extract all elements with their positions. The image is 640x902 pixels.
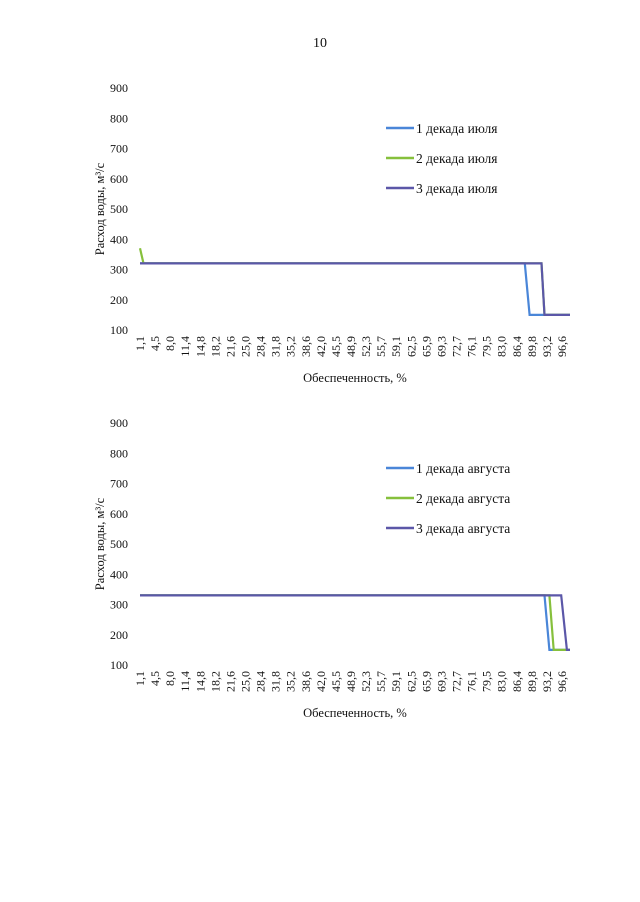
- y-tick-label: 400: [110, 567, 128, 581]
- series-line-1: [140, 594, 570, 651]
- y-tick-label: 600: [110, 172, 128, 186]
- y-tick-label: 200: [110, 628, 128, 642]
- x-tick-label: 38,6: [299, 336, 313, 357]
- x-tick-label: 59,1: [389, 671, 403, 692]
- x-tick-label: 55,7: [374, 671, 388, 692]
- x-tick-label: 31,8: [269, 671, 283, 692]
- x-tick-label: 28,4: [254, 671, 268, 692]
- x-tick-label: 96,6: [555, 671, 569, 692]
- x-tick-label: 72,7: [450, 671, 464, 692]
- x-tick-label: 4,5: [148, 336, 162, 351]
- y-tick-label: 300: [110, 598, 128, 612]
- x-tick-label: 69,3: [434, 671, 448, 692]
- x-tick-label: 42,0: [314, 671, 328, 692]
- x-tick-label: 69,3: [434, 336, 448, 357]
- x-tick-label: 35,2: [284, 671, 298, 692]
- x-tick-label: 42,0: [314, 336, 328, 357]
- y-tick-label: 200: [110, 293, 128, 307]
- x-tick-label: 45,5: [329, 671, 343, 692]
- x-tick-label: 83,0: [495, 336, 509, 357]
- x-tick-label: 25,0: [239, 336, 253, 357]
- series-line-3: [140, 594, 570, 651]
- legend-label-3: 3 декада августа: [416, 521, 510, 536]
- legend-label-1: 1 декада августа: [416, 461, 510, 476]
- y-tick-label: 300: [110, 263, 128, 277]
- y-tick-label: 600: [110, 507, 128, 521]
- legend-label-1: 1 декада июля: [416, 121, 498, 136]
- x-tick-label: 83,0: [495, 671, 509, 692]
- x-tick-label: 79,5: [480, 671, 494, 692]
- x-tick-label: 25,0: [239, 671, 253, 692]
- x-tick-label: 31,8: [269, 336, 283, 357]
- y-tick-label: 700: [110, 142, 128, 156]
- x-tick-label: 76,1: [465, 336, 479, 357]
- series-line-2: [140, 594, 570, 651]
- x-tick-label: 79,5: [480, 336, 494, 357]
- x-tick-label: 52,3: [359, 671, 373, 692]
- x-axis-title: Обеспеченность, %: [303, 706, 407, 720]
- x-tick-label: 45,5: [329, 336, 343, 357]
- y-axis-title: Расход воды, м³/с: [93, 162, 107, 255]
- legend-label-2: 2 декада августа: [416, 491, 510, 506]
- x-tick-label: 48,9: [344, 336, 358, 357]
- x-tick-label: 14,8: [193, 336, 207, 357]
- y-tick-label: 900: [110, 416, 128, 430]
- x-tick-label: 89,8: [525, 671, 539, 692]
- x-tick-label: 18,2: [208, 336, 222, 357]
- x-tick-label: 65,9: [419, 671, 433, 692]
- x-tick-label: 4,5: [148, 671, 162, 686]
- x-tick-label: 86,4: [510, 336, 524, 357]
- x-tick-label: 8,0: [163, 671, 177, 686]
- x-tick-label: 18,2: [208, 671, 222, 692]
- x-tick-label: 8,0: [163, 336, 177, 351]
- x-tick-label: 21,6: [223, 671, 237, 692]
- x-tick-label: 21,6: [223, 336, 237, 357]
- x-tick-label: 11,4: [178, 336, 192, 357]
- x-tick-label: 93,2: [540, 671, 554, 692]
- x-tick-label: 96,6: [555, 336, 569, 357]
- legend-label-3: 3 декада июля: [416, 181, 498, 196]
- y-axis-title: Расход воды, м³/с: [93, 497, 107, 590]
- x-tick-label: 48,9: [344, 671, 358, 692]
- y-tick-label: 400: [110, 232, 128, 246]
- x-tick-label: 28,4: [254, 336, 268, 357]
- y-tick-label: 700: [110, 477, 128, 491]
- x-tick-label: 38,6: [299, 671, 313, 692]
- y-tick-label: 500: [110, 202, 128, 216]
- x-tick-label: 55,7: [374, 336, 388, 357]
- x-tick-label: 35,2: [284, 336, 298, 357]
- x-axis-title: Обеспеченность, %: [303, 371, 407, 385]
- series-line-1: [140, 262, 570, 316]
- y-tick-label: 100: [110, 323, 128, 337]
- x-tick-label: 62,5: [404, 671, 418, 692]
- x-tick-label: 86,4: [510, 671, 524, 692]
- series-line-3: [140, 262, 570, 316]
- x-tick-label: 59,1: [389, 336, 403, 357]
- x-tick-label: 76,1: [465, 671, 479, 692]
- chart-july: 100 200 300 400 500 600 700 800 900 Расход воды, …: [93, 81, 570, 385]
- series-line-2: [138, 248, 570, 316]
- x-tick-label: 89,8: [525, 336, 539, 357]
- x-tick-label: 11,4: [178, 671, 192, 692]
- x-tick-label: 65,9: [419, 336, 433, 357]
- x-tick-label: 1,1: [133, 671, 147, 686]
- x-tick-label: 14,8: [193, 671, 207, 692]
- y-tick-label: 800: [110, 111, 128, 125]
- legend-label-2: 2 декада июля: [416, 151, 498, 166]
- y-tick-label: 800: [110, 446, 128, 460]
- y-tick-label: 100: [110, 658, 128, 672]
- x-tick-label: 62,5: [404, 336, 418, 357]
- x-tick-label: 1,1: [133, 336, 147, 351]
- y-tick-label: 900: [110, 81, 128, 95]
- page-number: 10: [313, 36, 327, 51]
- y-tick-label: 500: [110, 537, 128, 551]
- chart-august: 100 200 300 400 500 600 700 800 900 Расход воды, …: [93, 416, 570, 720]
- x-tick-label: 72,7: [450, 336, 464, 357]
- x-tick-label: 52,3: [359, 336, 373, 357]
- x-tick-label: 93,2: [540, 336, 554, 357]
